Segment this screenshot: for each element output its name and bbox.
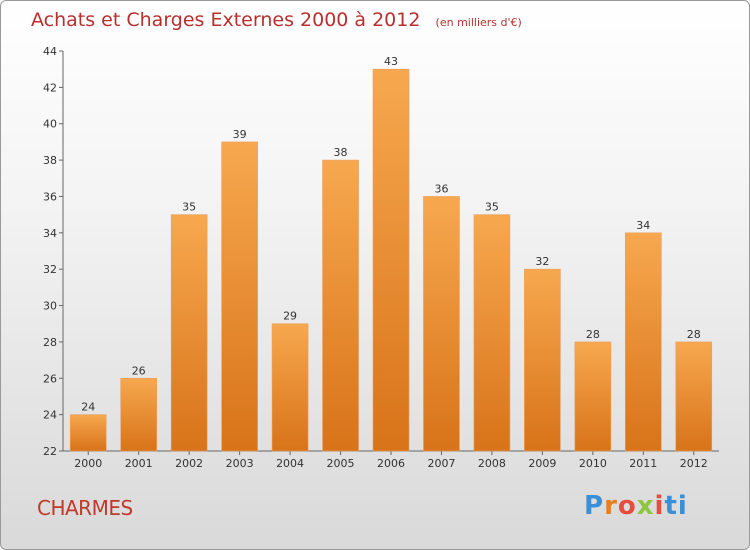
x-tick-label: 2007 [427, 457, 455, 470]
bar-2004[interactable] [271, 323, 309, 452]
labels: 24 2000 26 2001 35 2002 39 2003 29 2004 38 2005 43 20… [74, 55, 708, 470]
x-tick-label: 2000 [74, 457, 102, 470]
x-tick-label: 2005 [327, 457, 355, 470]
x-tick-label: 2009 [528, 457, 556, 470]
town-name: CHARMES [37, 496, 133, 520]
bar-value-label: 35 [182, 201, 196, 214]
bar-value-label: 34 [636, 219, 650, 232]
y-tick-label: 40 [43, 118, 57, 131]
x-tick-label: 2010 [579, 457, 607, 470]
bar-value-label: 39 [233, 128, 247, 141]
x-tick-label: 2003 [226, 457, 254, 470]
bar-value-label: 29 [283, 310, 297, 323]
bar-value-label: 32 [535, 255, 549, 268]
bar-2003[interactable] [221, 141, 258, 452]
y-tick-label: 24 [43, 409, 57, 422]
bar-2005[interactable] [322, 159, 359, 452]
bar-value-label: 36 [434, 182, 448, 195]
y-tick-label: 22 [43, 445, 57, 458]
bar-value-label: 35 [485, 201, 499, 214]
x-tick-label: 2006 [377, 457, 405, 470]
y-tick-label: 38 [43, 154, 57, 167]
bar-2001[interactable] [120, 377, 157, 452]
bar-2000[interactable] [69, 414, 107, 452]
bar-2002[interactable] [170, 214, 208, 452]
bar-2008[interactable] [473, 214, 511, 452]
bar-value-label: 38 [334, 146, 348, 159]
x-tick-label: 2002 [175, 457, 203, 470]
x-tick-label: 2011 [629, 457, 657, 470]
bar-value-label: 28 [586, 328, 600, 341]
bar-2006[interactable] [372, 68, 410, 452]
bar-2007[interactable] [423, 196, 460, 452]
bar-value-label: 24 [81, 401, 95, 414]
bars [69, 68, 713, 452]
x-tick-label: 2012 [680, 457, 708, 470]
title-row: Achats et Charges Externes 2000 à 2012 (… [31, 9, 522, 31]
x-tick-label: 2004 [276, 457, 304, 470]
bar-2009[interactable] [524, 268, 561, 452]
bar-2011[interactable] [625, 232, 662, 452]
y-tick-label: 30 [43, 300, 57, 313]
y-tick-label: 44 [43, 45, 57, 58]
y-tick-label: 42 [43, 81, 57, 94]
y-tick-label: 28 [43, 336, 57, 349]
chart-subtitle: (en milliers d'€) [435, 16, 522, 29]
bar-value-label: 28 [687, 328, 701, 341]
y-tick-label: 32 [43, 263, 57, 276]
bar-2010[interactable] [574, 341, 612, 452]
bar-value-label: 43 [384, 55, 398, 68]
y-tick-label: 26 [43, 372, 57, 385]
chart-title: Achats et Charges Externes 2000 à 2012 [31, 9, 421, 31]
bar-2012[interactable] [675, 341, 713, 452]
bar-value-label: 26 [132, 364, 146, 377]
y-tick-label: 36 [43, 190, 57, 203]
y-tick-label: 34 [43, 227, 57, 240]
x-tick-label: 2001 [125, 457, 153, 470]
proxiti-logo[interactable]: Proxiti [584, 491, 688, 521]
x-tick-label: 2008 [478, 457, 506, 470]
